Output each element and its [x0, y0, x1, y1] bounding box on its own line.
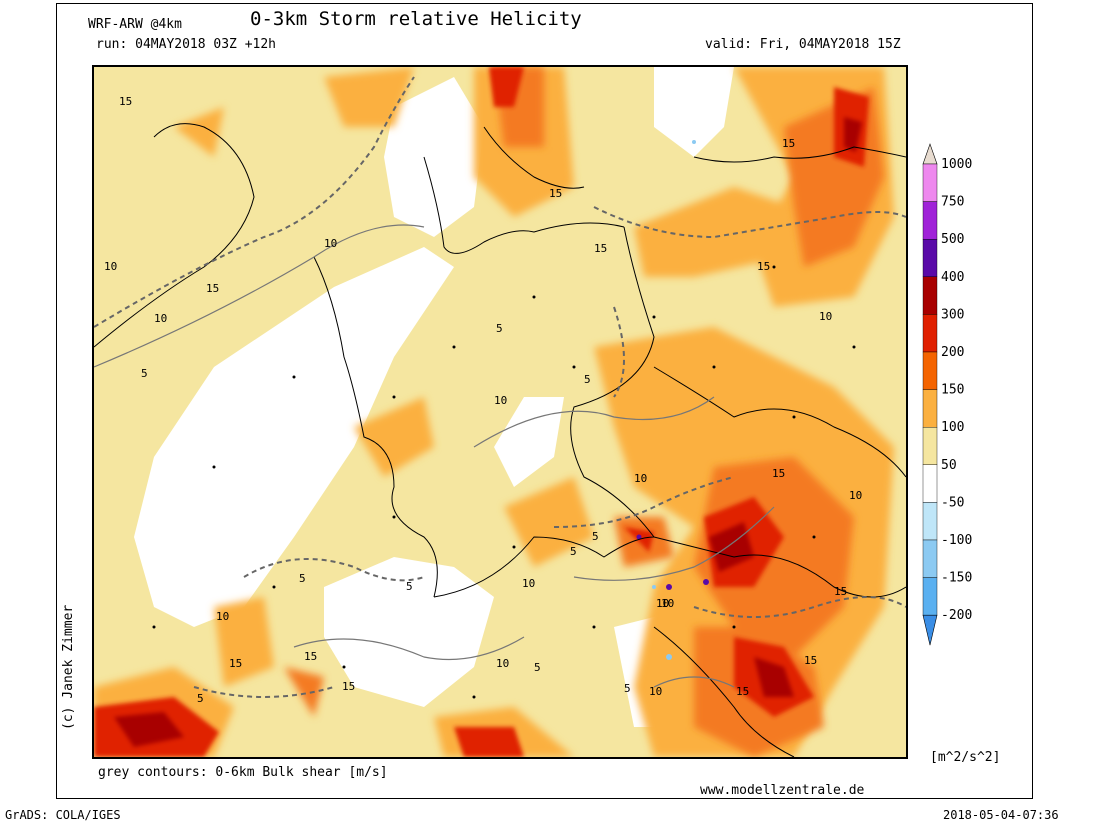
contour-label: 5 — [496, 322, 503, 335]
contour-label: 10 — [324, 237, 337, 250]
colorbar-label: -50 — [941, 495, 964, 510]
colorbar-swatch — [922, 427, 938, 466]
contour-label-group: 15 10 15 10 5 10 15 15 15 15 10 5 5 10 1… — [104, 95, 862, 705]
shear-contours-dashed — [94, 76, 906, 698]
contour-label: 15 — [804, 654, 817, 667]
contour-label: 15 — [772, 467, 785, 480]
contour-label: 10 — [656, 597, 669, 610]
map-canvas: 15 10 15 10 5 10 15 15 15 15 10 5 5 10 1… — [94, 67, 906, 757]
author-credit: (c) Janek Zimmer — [61, 604, 76, 730]
colorbar-label: 400 — [941, 270, 964, 285]
colorbar-bottom-cap — [922, 614, 938, 646]
shear-contours — [94, 224, 775, 688]
contour-label: 10 — [522, 577, 535, 590]
colorbar-swatch — [922, 276, 938, 315]
figure-frame — [56, 3, 1033, 799]
colorbar-label: -200 — [941, 608, 972, 623]
contour-label: 10 — [496, 657, 509, 670]
contour-label: 5 — [570, 545, 577, 558]
colorbar-swatch — [922, 577, 938, 616]
contour-label: 5 — [299, 572, 306, 585]
contour-label: 5 — [197, 692, 204, 705]
contour-label: 15 — [736, 685, 749, 698]
contour-label: 15 — [757, 260, 770, 273]
contour-label: 15 — [834, 585, 847, 598]
grads-credit: GrADS: COLA/IGES — [5, 808, 121, 822]
contour-label: 5 — [534, 661, 541, 674]
helicity-field-400 — [636, 534, 709, 590]
colorbar-swatch — [922, 502, 938, 541]
contour-label: 15 — [342, 680, 355, 693]
contour-label: 5 — [141, 367, 148, 380]
contour-label: 5 — [592, 530, 599, 543]
colorbar-label: 1000 — [941, 157, 972, 172]
colorbar-label: 50 — [941, 458, 957, 473]
contour-label: 15 — [229, 657, 242, 670]
contour-label: 10 — [849, 489, 862, 502]
colorbar-label: 100 — [941, 420, 964, 435]
model-label: WRF-ARW @4km — [88, 17, 182, 32]
colorbar-swatch — [922, 351, 938, 390]
contour-label: 5 — [584, 373, 591, 386]
contour-label: 10 — [154, 312, 167, 325]
helicity-field-200 — [94, 67, 869, 757]
colorbar-swatch — [922, 163, 938, 202]
contour-label: 15 — [594, 242, 607, 255]
colorbar-label: 750 — [941, 195, 964, 210]
colorbar-swatch — [922, 464, 938, 503]
contour-label: 10 — [634, 472, 647, 485]
coastlines — [94, 123, 906, 757]
colorbar-label: 300 — [941, 307, 964, 322]
colorbar-label: -150 — [941, 571, 972, 586]
colorbar-label: 200 — [941, 345, 964, 360]
contour-label: 10 — [649, 685, 662, 698]
contour-label: 10 — [494, 394, 507, 407]
colorbar-label: -100 — [941, 533, 972, 548]
website-credit: www.modellzentrale.de — [700, 783, 865, 798]
map-panel: 15 10 15 10 5 10 15 15 15 15 10 5 5 10 1… — [92, 65, 908, 759]
colorbar-swatch — [922, 539, 938, 578]
contour-note: grey contours: 0-6km Bulk shear [m/s] — [98, 765, 388, 780]
helicity-field-300 — [114, 117, 862, 747]
contour-label: 10 — [104, 260, 117, 273]
colorbar-label: 150 — [941, 383, 964, 398]
contour-label: 15 — [549, 187, 562, 200]
colorbar-top-cap — [922, 143, 938, 165]
colorbar-swatch — [922, 389, 938, 428]
chart-title: 0-3km Storm relative Helicity — [250, 8, 582, 30]
valid-label: valid: Fri, 04MAY2018 15Z — [705, 37, 901, 52]
contour-label: 10 — [661, 597, 674, 610]
contour-label: 15 — [206, 282, 219, 295]
contour-label: 15 — [119, 95, 132, 108]
colorbar-unit: [m^2/s^2] — [930, 750, 1001, 765]
contour-label: 15 — [304, 650, 317, 663]
colorbar: 1000 750 500 400 300 200 150 100 50 -50 -100 -150 -2… — [921, 140, 1001, 680]
helicity-field-negative — [652, 140, 696, 660]
contour-label: 5 — [624, 682, 631, 695]
city-markers — [152, 265, 856, 699]
contour-label: 5 — [406, 580, 413, 593]
contour-label: 10 — [216, 610, 229, 623]
timestamp: 2018-05-04-07:36 — [943, 808, 1059, 822]
colorbar-svg: 1000 750 500 400 300 200 150 100 50 -50 -100 -150 -2… — [922, 143, 972, 646]
run-label: run: 04MAY2018 03Z +12h — [96, 37, 277, 52]
colorbar-swatch — [922, 201, 938, 240]
contour-label: 15 — [782, 137, 795, 150]
colorbar-swatch — [922, 314, 938, 353]
contour-label: 10 — [819, 310, 832, 323]
colorbar-label: 500 — [941, 232, 964, 247]
colorbar-swatch — [922, 238, 938, 277]
